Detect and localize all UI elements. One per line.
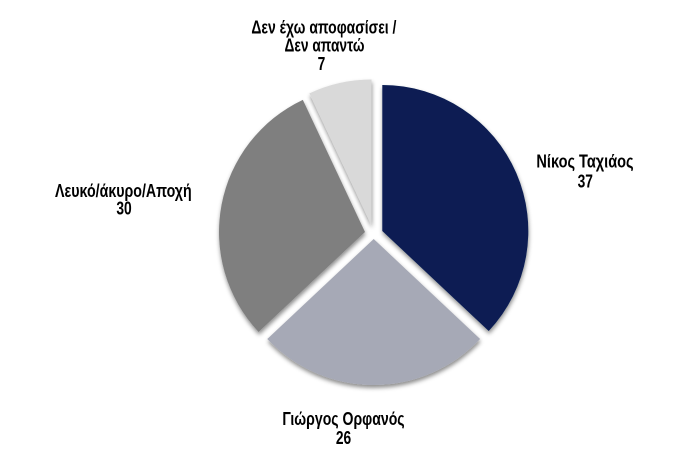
svg-text:26: 26	[336, 428, 351, 448]
svg-text:30: 30	[116, 199, 131, 219]
svg-text:Γιώργος Ορφανός: Γιώργος Ορφανός	[282, 409, 404, 429]
svg-text:37: 37	[578, 171, 593, 191]
svg-text:7: 7	[318, 54, 326, 74]
svg-text:Δεν απαντώ: Δεν απαντώ	[284, 36, 364, 56]
svg-text:Λευκό/άκυρο/Αποχή: Λευκό/άκυρο/Αποχή	[55, 181, 192, 201]
svg-text:Δεν έχω αποφασίσει /: Δεν έχω αποφασίσει /	[251, 17, 396, 37]
svg-text:Νίκος Ταχιάος: Νίκος Ταχιάος	[536, 151, 633, 172]
